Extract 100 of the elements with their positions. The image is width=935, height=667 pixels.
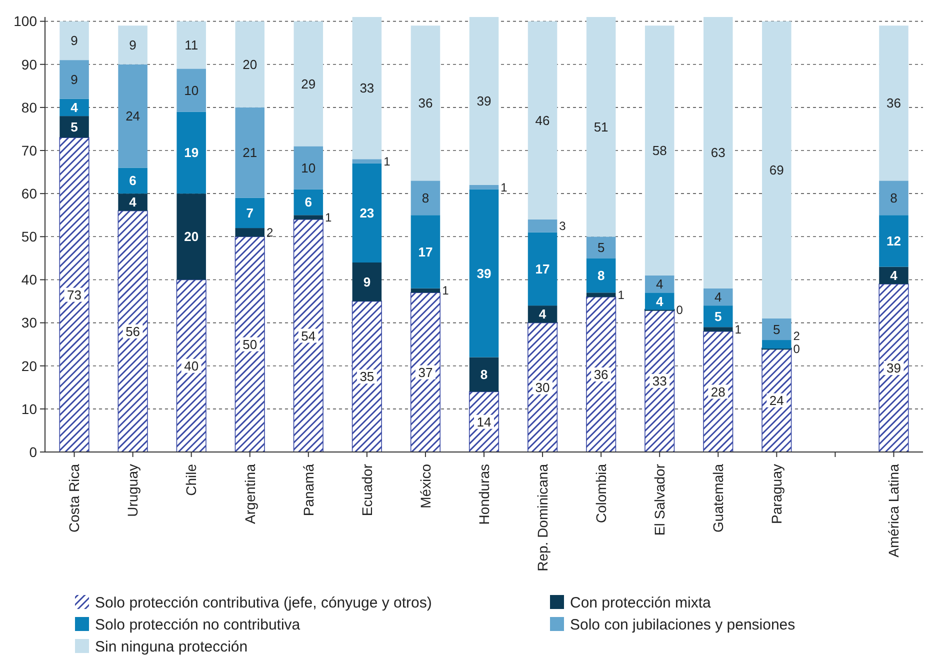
data-label: 5 <box>773 322 780 337</box>
data-label: 35 <box>360 369 374 384</box>
data-label: 20 <box>242 56 258 72</box>
data-label: 36 <box>418 96 433 111</box>
data-label: 73 <box>67 287 82 302</box>
y-tick-label: 40 <box>21 272 38 288</box>
data-label: 0 <box>793 342 800 356</box>
legend-label: Solo protección contributiva (jefe, cónyuge y otros) <box>95 594 432 612</box>
data-label: 1 <box>384 154 391 168</box>
y-tick-label: 70 <box>21 142 38 158</box>
data-label: 4 <box>70 100 79 115</box>
data-label: 5 <box>714 308 722 324</box>
y-tick-label: 10 <box>21 400 38 417</box>
data-label: 39 <box>886 360 901 376</box>
data-label: 63 <box>710 145 726 160</box>
data-label: 8 <box>422 190 430 206</box>
x-tick-label: Paraguay <box>768 464 785 524</box>
data-label: 7 <box>246 206 254 221</box>
data-label: 2 <box>266 226 274 240</box>
data-label: 3 <box>559 219 566 234</box>
data-label: 12 <box>886 234 901 249</box>
data-label: 39 <box>476 266 492 281</box>
x-tick-label: Costa Rica <box>66 464 82 532</box>
data-label: 9 <box>363 274 371 290</box>
data-label: 6 <box>129 173 136 188</box>
data-label: 36 <box>594 367 608 382</box>
data-label: 39 <box>476 94 492 109</box>
data-label: 21 <box>242 145 258 160</box>
data-label: 4 <box>656 276 664 292</box>
data-label: 54 <box>301 328 316 344</box>
data-label: 10 <box>301 160 316 176</box>
data-label: 51 <box>594 119 608 134</box>
data-label: 6 <box>304 194 312 210</box>
data-label: 30 <box>535 380 550 395</box>
y-tick-label: 50 <box>21 228 38 245</box>
data-label: 1 <box>500 180 508 194</box>
data-label: 19 <box>184 145 199 160</box>
legend-label: Sin ninguna protección <box>95 638 248 656</box>
y-tick-label: 60 <box>21 185 38 202</box>
data-label: 2 <box>793 328 800 343</box>
data-label: 24 <box>769 392 784 408</box>
data-label: 1 <box>442 284 450 298</box>
data-label: 4 <box>714 290 722 304</box>
data-label: 46 <box>535 112 550 128</box>
data-label: 40 <box>184 358 199 374</box>
data-label: 8 <box>890 190 898 206</box>
data-label: 9 <box>129 38 136 53</box>
data-label: 8 <box>480 367 488 382</box>
data-label: 58 <box>652 143 667 158</box>
y-tick-label: 100 <box>14 13 38 30</box>
data-label: 14 <box>476 414 492 430</box>
data-label: 33 <box>652 373 667 388</box>
data-label: 29 <box>301 76 316 92</box>
x-tick-label: Uruguay <box>124 464 141 517</box>
x-tick-label: Argentina <box>242 464 258 524</box>
data-label: 37 <box>418 364 433 380</box>
data-label: 17 <box>535 262 550 277</box>
data-label: 1 <box>618 288 625 302</box>
data-label: 5 <box>597 240 605 255</box>
y-tick-label: 30 <box>21 314 38 331</box>
data-label: 4 <box>538 306 547 322</box>
data-label: 1 <box>734 322 742 336</box>
x-tick-label: Panamá <box>300 464 316 516</box>
data-label: 4 <box>890 268 898 283</box>
data-label: 56 <box>126 324 140 339</box>
x-tick-label: Guatemala <box>710 464 726 532</box>
y-tick-label: 80 <box>21 99 38 116</box>
data-label: 50 <box>242 336 258 352</box>
data-label: 17 <box>418 244 433 260</box>
data-label: 33 <box>360 80 374 96</box>
y-tick-label: 0 <box>29 444 38 460</box>
data-label: 8 <box>597 268 605 283</box>
data-label: 9 <box>70 33 78 48</box>
data-label: 24 <box>126 108 140 124</box>
legend-label: Con protección mixta <box>570 594 712 612</box>
x-tick-label: México <box>417 464 434 508</box>
data-label: 4 <box>129 194 138 210</box>
x-tick-label: Ecuador <box>358 464 375 516</box>
x-tick-label: El Salvador <box>652 464 668 536</box>
data-label: 9 <box>70 72 78 87</box>
data-label: 20 <box>184 229 199 244</box>
data-label: 0 <box>676 303 684 318</box>
data-label: 4 <box>656 294 664 309</box>
data-label: 1 <box>325 210 332 224</box>
y-tick-label: 20 <box>21 358 38 374</box>
data-label: 10 <box>184 82 199 98</box>
x-tick-label: Honduras <box>476 464 492 525</box>
data-label: 23 <box>360 206 374 221</box>
data-label: 11 <box>184 38 198 53</box>
x-tick-label: Chile <box>183 464 200 496</box>
x-tick-label: Rep. Dominicana <box>534 464 550 572</box>
data-label: 5 <box>70 119 78 134</box>
x-tick-label: Colombia <box>592 464 609 524</box>
x-tick-label: América Latina <box>886 464 902 558</box>
data-label: 69 <box>769 162 784 178</box>
y-tick-label: 90 <box>21 56 38 72</box>
data-label: 28 <box>710 384 726 400</box>
data-label: 36 <box>886 96 901 111</box>
legend-label: Solo con jubilaciones y pensiones <box>570 616 796 634</box>
legend-label: Solo protección no contributiva <box>95 616 301 634</box>
